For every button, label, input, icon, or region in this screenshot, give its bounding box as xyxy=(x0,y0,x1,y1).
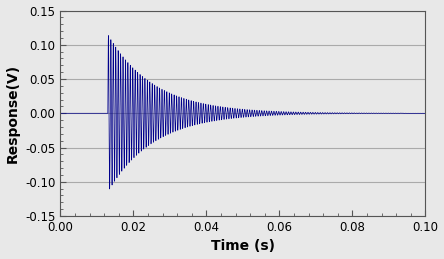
Y-axis label: Response(V): Response(V) xyxy=(6,64,20,163)
X-axis label: Time (s): Time (s) xyxy=(211,239,275,254)
